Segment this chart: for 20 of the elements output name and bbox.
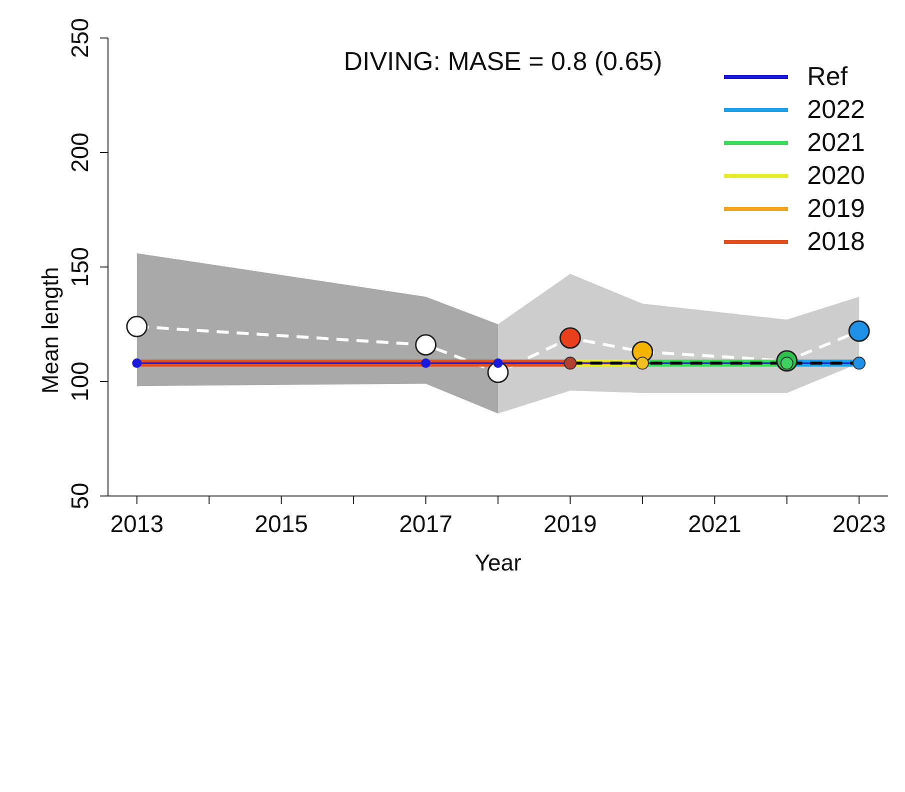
x-tick-label: 2019 bbox=[544, 511, 597, 538]
y-tick-label: 250 bbox=[67, 18, 94, 58]
chart-title: DIVING: MASE = 0.8 (0.65) bbox=[344, 46, 662, 76]
x-axis-title: Year bbox=[474, 549, 522, 576]
y-tick-label: 150 bbox=[67, 246, 94, 288]
x-tick-label: 2021 bbox=[688, 511, 742, 538]
legend-label: 2021 bbox=[807, 127, 865, 158]
legend-label: 2022 bbox=[807, 94, 865, 125]
legend-label: Ref bbox=[807, 61, 848, 92]
y-axis-title: Mean length bbox=[37, 267, 64, 394]
y-tick-label: 50 bbox=[67, 482, 94, 510]
y-tick-label: 100 bbox=[67, 361, 94, 402]
x-tick-label: 2023 bbox=[832, 511, 886, 538]
x-tick-label: 2013 bbox=[110, 511, 164, 538]
y-tick-label: 200 bbox=[67, 132, 94, 173]
legend-label: 2019 bbox=[807, 193, 865, 224]
legend-label: 2020 bbox=[807, 160, 865, 191]
x-tick-label: 2017 bbox=[399, 511, 452, 538]
legend-label: 2018 bbox=[807, 226, 865, 257]
x-tick-label: 2015 bbox=[254, 511, 308, 538]
